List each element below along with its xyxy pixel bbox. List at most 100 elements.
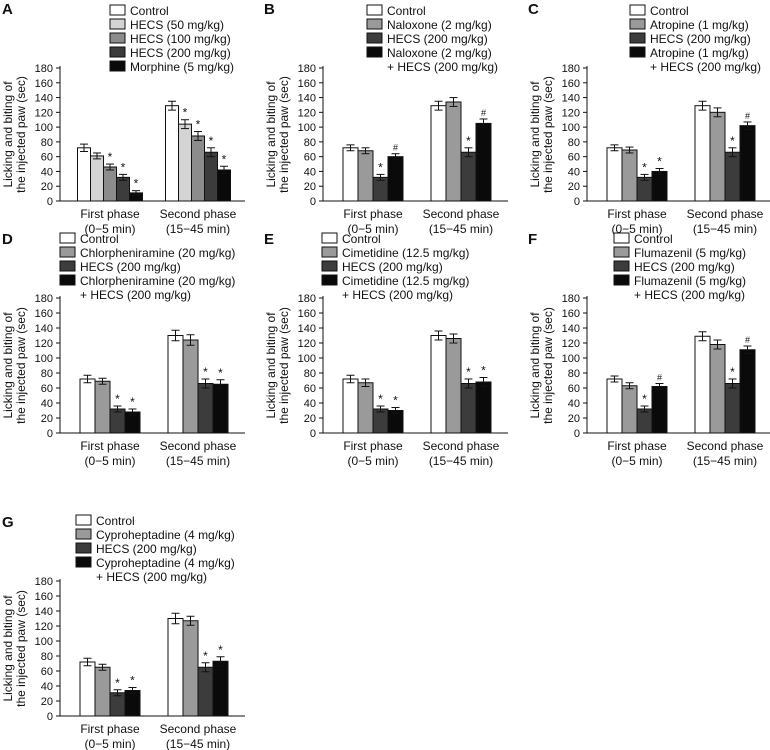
panel-d-label: D xyxy=(2,231,13,248)
panel-f-legend-label-3: Flumazenil (5 mg/kg) xyxy=(634,274,746,288)
panel-g-ylabel-line1: Licking and biting of xyxy=(1,595,15,702)
panel-f-x-category-1-line1: Second phase xyxy=(687,439,764,453)
panel-c-y-tick-label-9: 180 xyxy=(562,63,580,75)
panel-g-bar-0-3 xyxy=(124,690,141,717)
panel-b-x-category-1-line2: (15−45 min) xyxy=(429,222,493,236)
panel-g-x-category-0-line2: (0−5 min) xyxy=(84,737,135,750)
panel-a-legend-label-0: Control xyxy=(130,4,169,18)
panel-d-bar-1-3 xyxy=(212,383,229,434)
panel-g-bar-1-0 xyxy=(167,618,184,717)
panel-b-sig-mark-0-2: * xyxy=(378,160,383,174)
panel-c-legend-swatch-1 xyxy=(629,18,646,30)
panel-f-bar-0-1 xyxy=(621,385,638,434)
panel-a-legend-swatch-4 xyxy=(109,60,126,72)
panel-f-ylabel-line2: the injected paw (sec) xyxy=(541,307,555,424)
panel-b-bar-0-2 xyxy=(372,176,389,202)
panel-g-legend-label-1: Cyproheptadine (4 mg/kg) xyxy=(96,528,235,542)
panel-b-bar-0-0 xyxy=(342,147,359,202)
panel-e-legend-swatch-1 xyxy=(321,246,338,258)
panel-e-legend-label-0: Control xyxy=(342,232,381,246)
panel-a-bar-1-3 xyxy=(204,151,218,202)
panel-d-legend-swatch-0 xyxy=(59,232,76,244)
panel-g-legend-label-3: Cyproheptadine (4 mg/kg) xyxy=(96,556,235,570)
panel-a-sig-mark-1-1: * xyxy=(183,106,188,120)
panel-f-sig-mark-1-2: * xyxy=(730,365,735,379)
panel-b-legend-label-3-b: + HECS (200 mg/kg) xyxy=(387,60,498,74)
panel-c-label: C xyxy=(528,1,539,18)
panel-a-legend-label-3: HECS (200 mg/kg) xyxy=(130,46,231,60)
panel-d-x-category-0-line1: First phase xyxy=(80,439,140,453)
panel-d-legend-label-3: Chlorpheniramine (20 mg/kg) xyxy=(80,274,235,288)
panel-d-x-category-1-line2: (15−45 min) xyxy=(166,454,230,468)
panel-a-bar-0-1 xyxy=(90,155,104,202)
panel-g-legend-swatch-3 xyxy=(75,556,92,568)
panel-f-bar-0-2 xyxy=(636,408,653,434)
panel-e-sig-mark-1-2: * xyxy=(466,365,471,379)
panel-a-y-tick-label-7: 140 xyxy=(35,93,53,105)
panel-g-legend-label-2: HECS (200 mg/kg) xyxy=(96,542,197,556)
panel-f-bar-1-3 xyxy=(739,349,756,434)
panel-f-bar-1-1 xyxy=(709,344,726,434)
panel-g-bar-1-2 xyxy=(197,666,214,717)
panel-a-ylabel-line1: Licking and biting of xyxy=(1,81,15,188)
panel-a-y-tick-label-4: 80 xyxy=(41,137,53,149)
panel-c-legend-swatch-0 xyxy=(629,4,646,16)
panel-f-y-tick-label-0: 0 xyxy=(574,428,580,440)
panel-b-sig-mark-1-2: * xyxy=(466,134,471,148)
panel-a-y-tick-label-8: 160 xyxy=(35,78,53,90)
panel-d-y-tick-label-3: 60 xyxy=(41,383,53,395)
panel-e-bar-0-0 xyxy=(342,378,359,434)
panel-d-y-tick-label-6: 120 xyxy=(35,338,53,350)
panel-c-legend-label-3-b: + HECS (200 mg/kg) xyxy=(650,60,761,74)
panel-a-x-category-0-line1: First phase xyxy=(80,207,140,221)
panel-c-legend-swatch-2 xyxy=(629,32,646,44)
panel-f-legend-swatch-2 xyxy=(613,260,630,272)
panel-d-bar-1-2 xyxy=(197,383,214,434)
panel-f-y-tick-label-4: 80 xyxy=(568,368,580,380)
panel-a-sig-mark-1-3: * xyxy=(209,134,214,148)
panel-b-y-tick-label-2: 40 xyxy=(304,166,316,178)
panel-c-ylabel-line1: Licking and biting of xyxy=(528,81,542,188)
panel-a-legend-label-2: HECS (100 mg/kg) xyxy=(130,32,231,46)
panel-c-legend-label-0: Control xyxy=(650,4,689,18)
panel-g-y-tick-label-0: 0 xyxy=(47,711,53,723)
panel-c-x-category-1-line2: (15−45 min) xyxy=(693,222,757,236)
panel-g-bar-0-0 xyxy=(79,661,96,717)
panel-f-legend-label-1: Flumazenil (5 mg/kg) xyxy=(634,246,746,260)
panel-a-legend-swatch-3 xyxy=(109,46,126,58)
panel-b-sig-mark-0-3: # xyxy=(393,143,398,153)
panel-e-legend-swatch-2 xyxy=(321,260,338,272)
panel-c-sig-mark-1-3: # xyxy=(745,111,750,121)
panel-g-label: G xyxy=(2,514,14,531)
panel-e-bar-1-0 xyxy=(430,335,447,434)
panel-b-label: B xyxy=(264,1,275,18)
panel-c-ylabel-line2: the injected paw (sec) xyxy=(541,76,555,193)
panel-a-y-tick-label-5: 100 xyxy=(35,122,53,134)
panel-e-y-tick-label-1: 20 xyxy=(304,413,316,425)
panel-b-ylabel-line1: Licking and biting of xyxy=(264,81,278,188)
panel-a-bar-0-2 xyxy=(103,166,117,202)
panel-a-legend-label-1: HECS (50 mg/kg) xyxy=(130,18,224,32)
panel-e-y-tick-label-0: 0 xyxy=(310,428,316,440)
panel-g-y-tick-label-3: 60 xyxy=(41,666,53,678)
panel-a-ylabel-line2: the injected paw (sec) xyxy=(14,76,28,193)
panel-c-bar-0-0 xyxy=(606,147,623,202)
panel-a-sig-mark-1-2: * xyxy=(196,118,201,132)
panel-a-y-tick-label-1: 20 xyxy=(41,181,53,193)
panel-a-bar-1-0 xyxy=(165,105,179,202)
panel-c-bar-0-1 xyxy=(621,149,638,202)
panel-b-y-tick-label-4: 80 xyxy=(304,137,316,149)
panel-a-legend-swatch-1 xyxy=(109,18,126,30)
panel-a-sig-mark-0-4: * xyxy=(134,177,139,191)
panel-g-legend-swatch-2 xyxy=(75,542,92,554)
panel-f-legend-swatch-0 xyxy=(613,232,630,244)
panel-b-y-tick-label-8: 160 xyxy=(298,78,316,90)
panel-e-legend-label-3: Cimetidine (12.5 mg/kg) xyxy=(342,274,469,288)
panel-e-sig-mark-1-3: * xyxy=(481,364,486,378)
panel-f-legend-label-2: HECS (200 mg/kg) xyxy=(634,260,735,274)
panel-d-legend-label-0: Control xyxy=(80,232,119,246)
panel-d-bar-0-0 xyxy=(79,378,96,434)
panel-d-y-tick-label-0: 0 xyxy=(47,428,53,440)
panel-g-x-category-0-line1: First phase xyxy=(80,722,140,736)
panel-f-sig-mark-1-3: # xyxy=(745,335,750,345)
